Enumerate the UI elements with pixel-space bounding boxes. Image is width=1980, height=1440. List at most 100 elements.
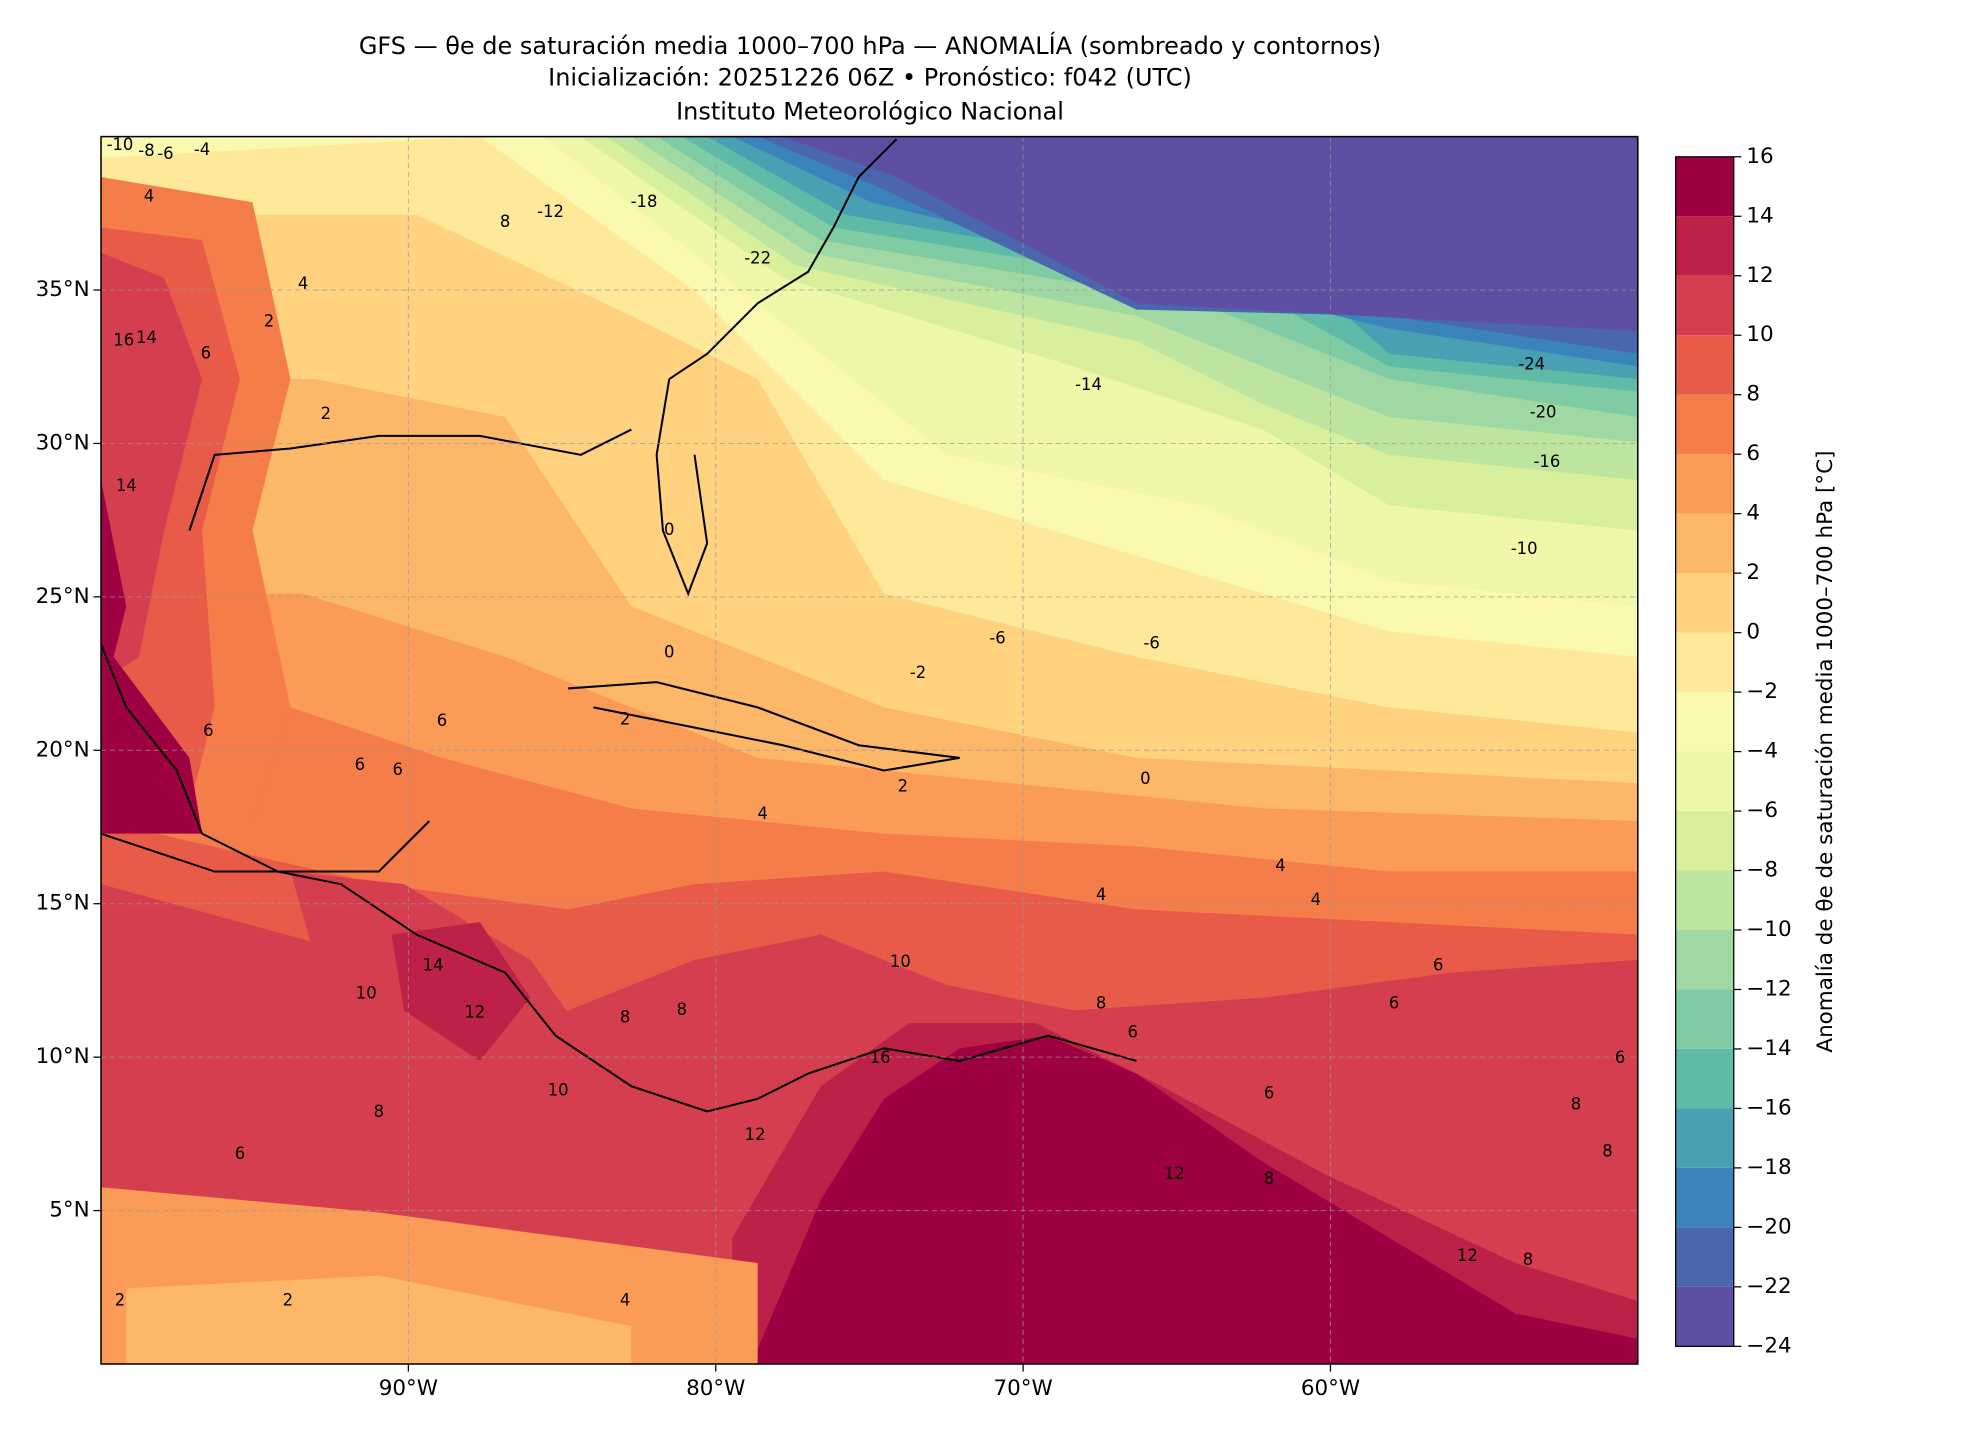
colorbar-tick-label: 16 [1746,144,1773,169]
map-subtitle: Inicialización: 20251226 06Z • Pronóstic… [548,64,1192,92]
y-tick-label: 25°N [36,584,90,609]
coastline [188,428,632,531]
contour-label: 14 [423,956,444,975]
colorbar-tick-label: 12 [1746,263,1773,288]
colorbar-tick-label: −16 [1746,1095,1791,1120]
contour-label: 14 [116,476,137,495]
colorbar-swatch [1675,156,1734,217]
contour-label: 12 [464,1002,485,1021]
contour-label: 6 [1389,994,1399,1013]
contour-label: 2 [321,404,331,423]
contour-label: 0 [1140,769,1150,788]
colorbar-tick-label: 14 [1746,203,1773,228]
field-patch [391,922,531,1061]
y-tick-label: 35°N [36,277,90,302]
contour-label: -6 [157,144,173,163]
colorbar-tick-label: 2 [1746,560,1760,585]
coastline [655,378,709,597]
contour-label: 4 [1096,885,1106,904]
contour-label: 14 [136,328,157,347]
contour-label: 8 [1096,994,1106,1013]
colorbar-tick-label: −2 [1746,679,1778,704]
colorbar-swatch [1675,989,1734,1049]
contour-label: -10 [1511,539,1538,558]
contour-label: 6 [203,721,213,740]
coastline [568,681,960,772]
contour-label: -4 [194,140,210,159]
colorbar-swatch [1675,1048,1734,1109]
x-tick-label: 90°W [379,1376,438,1401]
y-tick-label: 10°N [36,1044,90,1069]
contour-label: 10 [356,984,377,1003]
coastline [668,138,898,380]
contour-label: 4 [1275,856,1285,875]
map-title: GFS — θe de saturación media 1000–700 hP… [359,31,1381,60]
contour-label: 4 [144,187,154,206]
contour-label: 2 [620,710,630,729]
contour-label: 16 [870,1048,891,1067]
contour-label: -6 [989,629,1005,648]
colorbar-swatch [1675,1227,1734,1287]
contour-label: 6 [201,343,211,362]
contour-label: -18 [631,192,658,211]
colorbar-swatch [1675,751,1734,812]
colorbar-swatch [1675,454,1734,514]
contour-label: -14 [1075,375,1102,394]
contour-label: -12 [537,202,564,221]
contour-label: 6 [1264,1083,1274,1102]
field-patch [101,252,203,683]
field-band [782,136,1638,332]
colorbar-tick-label: 8 [1746,382,1760,407]
colorbar-tick-label: −8 [1746,858,1778,883]
colorbar-tick-label: −4 [1746,739,1778,764]
contour-label: 8 [677,1000,687,1019]
contour-label: 6 [355,755,365,774]
colorbar-tick-label: −20 [1746,1214,1791,1239]
contour-label: -2 [910,663,926,682]
contour-label: 4 [1311,890,1321,909]
y-tick-label: 15°N [36,891,90,916]
map-attribution: Instituto Meteorológico Nacional [676,98,1064,126]
contour-label: -6 [1143,634,1159,653]
contour-label: 8 [1523,1250,1533,1269]
contour-label: 8 [1571,1095,1581,1114]
contour-label: 0 [664,520,674,539]
y-tick-label: 20°N [36,737,90,762]
contour-label: 12 [745,1125,766,1144]
contour-label: 8 [500,212,510,231]
contour-label: 8 [620,1008,630,1027]
contour-label: 6 [235,1144,245,1163]
contour-label: 8 [1264,1169,1274,1188]
contour-label: 12 [1457,1246,1478,1265]
contour-label: 8 [1602,1141,1612,1160]
colorbar-swatch [1675,929,1734,990]
y-tick-label: 5°N [49,1198,89,1223]
contour-label: -16 [1533,452,1560,471]
contour-label: 4 [620,1290,630,1309]
contour-label: 12 [1164,1164,1185,1183]
contour-label: 2 [115,1290,125,1309]
colorbar-swatch [1675,335,1734,395]
colorbar-swatch [1675,870,1734,930]
colorbar-tick-label: −14 [1746,1036,1791,1061]
colorbar-tick-label: 10 [1746,322,1773,347]
field-patch [126,1275,632,1365]
contour-label: 0 [664,643,674,662]
contour-label: 4 [757,804,767,823]
y-tick-label: 30°N [36,430,90,455]
contour-label: -8 [138,141,154,160]
coastline [101,643,1137,1113]
colorbar-swatch [1675,692,1734,752]
contour-label: 10 [890,952,911,971]
contour-label: 2 [898,776,908,795]
x-tick-label: 80°W [686,1376,745,1401]
contour-label: 6 [393,760,403,779]
colorbar-tick-label: −12 [1746,976,1791,1001]
colorbar-swatch [1675,394,1734,455]
contour-label: 8 [374,1102,384,1121]
contour-label: -20 [1530,403,1557,422]
colorbar-swatch [1675,275,1734,336]
contour-label: -22 [744,249,771,268]
contour-label: 6 [1433,956,1443,975]
colorbar-swatch [1675,1167,1734,1228]
